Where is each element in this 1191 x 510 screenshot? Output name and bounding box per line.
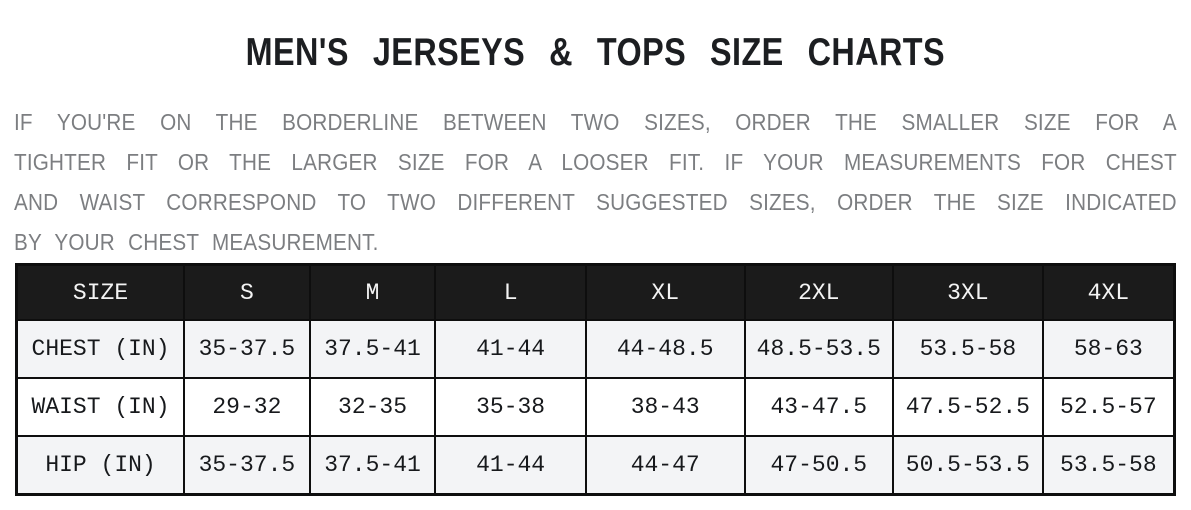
table-cell: 37.5-41	[308, 319, 437, 379]
table-cell: 53.5-58	[892, 319, 1044, 379]
table-cell: 41-44	[434, 435, 587, 496]
table-cell: 47.5-52.5	[892, 377, 1044, 437]
page-title-row: MEN'S JERSEYS & TOPS SIZE CHARTS	[0, 30, 1191, 84]
intro-line-1: IF YOU'RE ON THE BORDERLINE BETWEEN TWO …	[14, 109, 1177, 135]
table-cell: 41-44	[434, 319, 587, 379]
column-header-m: M	[308, 263, 437, 321]
column-header-s: S	[183, 263, 311, 321]
table-cell: 29-32	[183, 377, 311, 437]
size-chart-table: SIZE S M L XL 2XL 3XL 4XL CHEST (IN) 35-…	[15, 263, 1176, 496]
intro-line-3: AND WAIST CORRESPOND TO TWO DIFFERENT SU…	[14, 189, 1177, 215]
row-label-hip: HIP (IN)	[15, 435, 186, 496]
row-label-chest: CHEST (IN)	[15, 319, 186, 379]
column-header-l: L	[434, 263, 587, 321]
table-cell: 38-43	[584, 377, 746, 437]
table-cell: 35-38	[434, 377, 587, 437]
column-header-3xl: 3XL	[892, 263, 1044, 321]
table-cell: 52.5-57	[1041, 377, 1176, 437]
table-cell: 50.5-53.5	[892, 435, 1044, 496]
table-cell: 37.5-41	[308, 435, 437, 496]
table-cell: 32-35	[308, 377, 437, 437]
intro-paragraph: IF YOU'RE ON THE BORDERLINE BETWEEN TWO …	[14, 102, 1177, 262]
table-cell: 47-50.5	[743, 435, 895, 496]
page-title: MEN'S JERSEYS & TOPS SIZE CHARTS	[245, 31, 946, 74]
table-row-waist: WAIST (IN) 29-32 32-35 35-38 38-43 43-47…	[15, 377, 1176, 437]
column-header-4xl: 4XL	[1041, 263, 1176, 321]
table-row-chest: CHEST (IN) 35-37.5 37.5-41 41-44 44-48.5…	[15, 319, 1176, 379]
table-cell: 35-37.5	[183, 319, 311, 379]
column-header-size: SIZE	[15, 263, 186, 321]
table-cell: 44-47	[584, 435, 746, 496]
header-row: SIZE S M L XL 2XL 3XL 4XL	[15, 263, 1176, 321]
column-header-xl: XL	[584, 263, 746, 321]
row-label-waist: WAIST (IN)	[15, 377, 186, 437]
table-cell: 44-48.5	[584, 319, 746, 379]
table-cell: 43-47.5	[743, 377, 895, 437]
table-cell: 35-37.5	[183, 435, 311, 496]
table-cell: 53.5-58	[1041, 435, 1176, 496]
intro-line-2: TIGHTER FIT OR THE LARGER SIZE FOR A LOO…	[14, 149, 1177, 175]
table-cell: 48.5-53.5	[743, 319, 895, 379]
intro-line-4: BY YOUR CHEST MEASUREMENT.	[14, 229, 379, 255]
table-row-hip: HIP (IN) 35-37.5 37.5-41 41-44 44-47 47-…	[15, 435, 1176, 496]
table-cell: 58-63	[1041, 319, 1176, 379]
column-header-2xl: 2XL	[743, 263, 895, 321]
